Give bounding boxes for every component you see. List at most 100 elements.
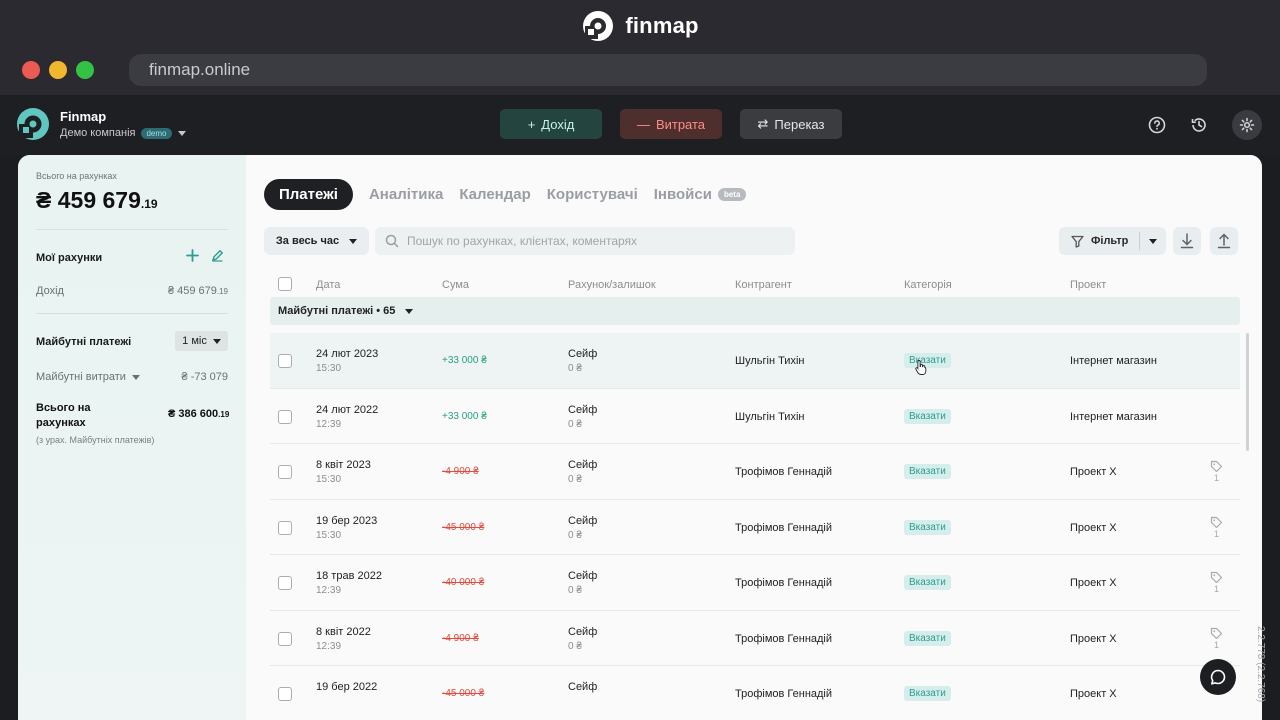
row-category-button[interactable]: Вказати [904,519,951,535]
row-checkbox[interactable] [278,520,292,535]
download-icon [1180,233,1194,249]
future-expenses-row[interactable]: Майбутні витрати ₴ -73 079 [36,371,228,383]
row-date: 8 квіт 2023 [316,459,371,471]
row-date: 24 лют 2022 [316,403,379,416]
tab-payments[interactable]: Платежі [264,179,353,210]
row-category-button[interactable]: Вказати [904,353,951,368]
row-time: 12:39 [316,585,342,596]
row-tags[interactable]: 1 [1210,516,1223,539]
chat-button[interactable] [1200,659,1236,695]
row-date: 19 бер 2022 [316,681,378,693]
total-balance-label: Всього на рахунках [36,171,117,181]
browser-brand-name: finmap [625,13,699,38]
future-period-select[interactable]: 1 міс [175,331,228,351]
maximize-window-button[interactable] [76,61,94,79]
add-expense-button[interactable]: — Витрата [620,109,722,139]
column-counterparty[interactable]: Контрагент [735,279,792,291]
download-button[interactable] [1173,227,1201,255]
row-counterparty: Шульгін Тихін [735,410,805,423]
group-label: Майбутні платежі • 65 [278,305,396,317]
row-checkbox[interactable] [278,354,292,368]
transfer-icon: ⇄ [757,116,769,131]
row-balance: 0 ₴ [568,363,582,374]
table-row[interactable]: 8 квіт 2022 12:39 -4 900 ₴ Сейф 0 ₴ Троф… [270,611,1240,666]
row-project: Проект X [1070,632,1117,645]
column-date[interactable]: Дата [316,279,341,291]
row-checkbox[interactable] [278,687,292,701]
tab-analytics[interactable]: Аналітика [368,186,444,203]
row-balance: 0 ₴ [568,529,582,541]
filter-main[interactable]: Фільтр [1059,235,1139,248]
add-transfer-button[interactable]: ⇄ Переказ [740,109,842,139]
period-dropdown[interactable]: За весь час [264,227,369,255]
content-area: Платежі Аналітика Календар Користувачі І… [246,155,1262,720]
table-scrollbar[interactable] [1246,333,1249,451]
table-row[interactable]: 24 лют 2022 12:39 +33 000 ₴ Сейф 0 ₴ Шул… [270,389,1240,444]
help-icon[interactable] [1146,114,1168,136]
row-time: 15:30 [316,529,342,541]
row-account: Сейф [568,348,598,360]
tab-invoices[interactable]: Інвойси beta [654,186,747,203]
income-account-row[interactable]: Дохід ₴ 459 679.19 [36,285,228,297]
row-category-button[interactable]: Вказати [904,408,951,424]
search-box [375,227,795,255]
add-income-button[interactable]: + Дохід [500,109,602,139]
table-row[interactable]: 19 бер 2022 -45 000 ₴ Сейф Трофімов Генн… [270,666,1240,720]
row-category-button[interactable]: Вказати [904,575,951,590]
window-controls [22,61,94,79]
select-all-checkbox[interactable] [278,277,292,291]
edit-icon[interactable] [211,249,224,262]
close-window-button[interactable] [22,61,40,79]
history-icon[interactable] [1188,114,1210,136]
row-checkbox[interactable] [278,465,292,479]
income-account-value-main: ₴ 459 679 [167,285,217,297]
search-input[interactable] [407,234,787,248]
row-category-button[interactable]: Вказати [904,464,951,479]
future-payments-group[interactable]: Майбутні платежі • 65 [270,297,1240,325]
filter-dropdown-toggle[interactable] [1140,238,1166,244]
row-category-button[interactable]: Вказати [904,630,951,646]
column-amount[interactable]: Сума [442,279,470,291]
tag-count: 1 [1213,528,1219,539]
minimize-window-button[interactable] [49,61,67,79]
row-checkbox[interactable] [278,409,292,424]
row-balance: 0 ₴ [568,640,582,652]
row-tags[interactable]: 1 [1210,571,1223,594]
row-category-button[interactable]: Вказати [904,686,951,701]
row-checkbox[interactable] [278,576,292,590]
row-amount: -4 900 ₴ [442,466,479,477]
company-name: Finmap [60,109,107,124]
column-project[interactable]: Проект [1070,279,1107,291]
demo-badge: demo [141,127,172,139]
upload-button[interactable] [1210,227,1238,255]
income-account-label: Дохід [36,285,64,297]
period-dropdown-label: За весь час [275,235,340,247]
table-row[interactable]: 24 лют 2023 15:30 +33 000 ₴ Сейф 0 ₴ Шул… [270,333,1240,389]
total-balance-cents: .19 [140,197,158,211]
company-switcher[interactable]: Finmap Демо компанія demo [16,107,186,141]
column-category[interactable]: Категорія [904,279,952,291]
company-sub-label: Демо компанія [60,127,136,139]
table-row[interactable]: 18 трав 2022 12:39 -40 000 ₴ Сейф 0 ₴ Тр… [270,555,1240,611]
future-expenses-label: Майбутні витрати [36,371,126,383]
row-project: Інтернет магазин [1070,410,1157,423]
table-row[interactable]: 8 квіт 2023 15:30 -4 900 ₴ Сейф 0 ₴ Троф… [270,444,1240,500]
my-accounts-heading: Мої рахунки [36,252,103,264]
row-project: Проект X [1070,521,1117,534]
plus-icon[interactable] [186,249,199,262]
tab-calendar[interactable]: Календар [459,186,531,203]
tab-users[interactable]: Користувачі [546,186,638,203]
row-checkbox[interactable] [278,631,292,646]
row-date: 8 квіт 2022 [316,625,371,638]
address-bar[interactable]: finmap.online [129,54,1207,86]
main-tabs: Платежі Аналітика Календар Користувачі І… [264,179,747,210]
filter-button[interactable]: Фільтр [1059,227,1166,255]
column-account[interactable]: Рахунок/залишок [568,279,656,291]
table-row[interactable]: 19 бер 2023 15:30 -45 000 ₴ Сейф 0 ₴ Тро… [270,500,1240,555]
future-period-value: 1 міс [182,335,207,347]
company-subtitle: Демо компанія demo [60,127,186,139]
settings-icon[interactable] [1232,110,1262,140]
row-project: Проект X [1070,577,1117,589]
row-tags[interactable]: 1 [1210,460,1223,483]
row-tags[interactable]: 1 [1210,627,1223,650]
